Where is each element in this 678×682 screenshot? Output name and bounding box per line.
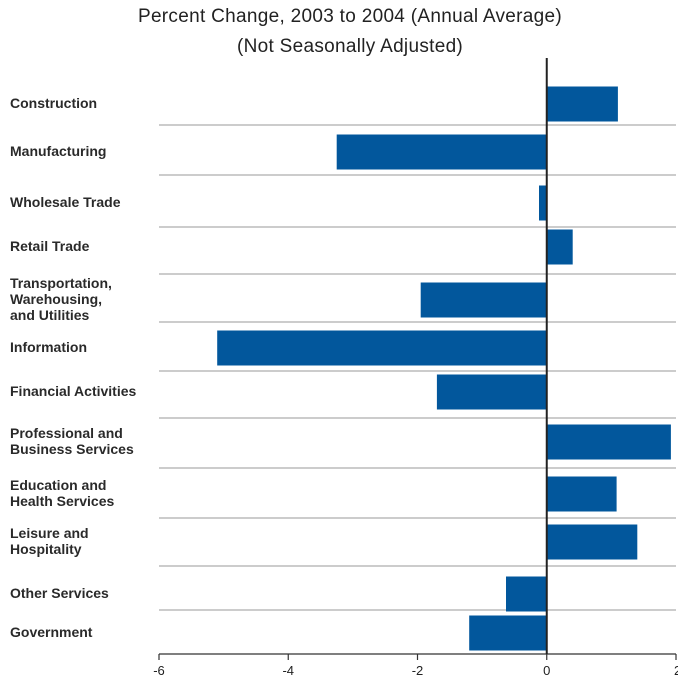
category-label-line: Financial Activities (10, 383, 137, 399)
category-label-line: Information (10, 339, 87, 355)
category-label-line: Warehousing, (10, 291, 103, 307)
bar-3 (539, 185, 547, 221)
category-label-line: Construction (10, 95, 98, 111)
x-tick-label-4: 0 (543, 663, 550, 678)
category-label-line: Business Services (10, 441, 134, 457)
bar-4 (546, 229, 573, 265)
x-tick-label-3: -2 (412, 663, 424, 678)
bar-6 (217, 330, 547, 366)
bar-1 (546, 86, 618, 122)
category-label-6: Information (10, 339, 87, 355)
x-tick-label-2: -4 (282, 663, 294, 678)
category-label-12: Government (10, 624, 92, 640)
chart-subtitle: (Not Seasonally Adjusted) (236, 36, 464, 57)
category-label-line: Leisure and (10, 525, 89, 541)
chart-title: Percent Change, 2003 to 2004 (Annual Ave… (137, 6, 563, 27)
category-label-5: Transportation, Warehousing, and Utilities (10, 275, 112, 323)
bar-10 (546, 524, 638, 560)
bar-11 (506, 576, 547, 612)
x-tick-label-1: -6 (153, 663, 165, 678)
bar-7 (436, 374, 547, 410)
category-label-line: Retail Trade (10, 238, 90, 254)
category-label-10: Leisure and Hospitality (10, 525, 89, 557)
category-label-line: Other Services (10, 585, 109, 601)
category-label-line: Hospitality (10, 541, 82, 557)
bar-2 (336, 134, 547, 170)
category-label-4: Retail Trade (10, 238, 89, 254)
bar-12 (469, 615, 547, 651)
category-label-3: Wholesale Trade (10, 194, 120, 210)
category-label-line: Wholesale Trade (10, 194, 121, 210)
bar-9 (546, 476, 617, 512)
category-label-8: Professional and Business Services (10, 425, 134, 457)
category-label-line: Transportation, (10, 275, 112, 291)
category-label-line: Professional and (10, 425, 123, 441)
category-label-11: Other Services (10, 585, 109, 601)
bar-8 (546, 424, 671, 460)
category-label-2: Manufacturing (10, 143, 106, 159)
category-label-9: Education and Health Services (10, 477, 114, 509)
category-label-line: Manufacturing (10, 143, 107, 159)
category-label-1: Construction (10, 95, 97, 111)
x-tick-label-5: 2 (674, 663, 678, 678)
category-label-line: Government (10, 624, 93, 640)
category-label-line: Health Services (10, 493, 115, 509)
category-label-line: Education and (10, 477, 107, 493)
category-label-7: Financial Activities (10, 383, 136, 399)
bar-5 (420, 282, 547, 318)
category-label-line: and Utilities (10, 307, 90, 323)
